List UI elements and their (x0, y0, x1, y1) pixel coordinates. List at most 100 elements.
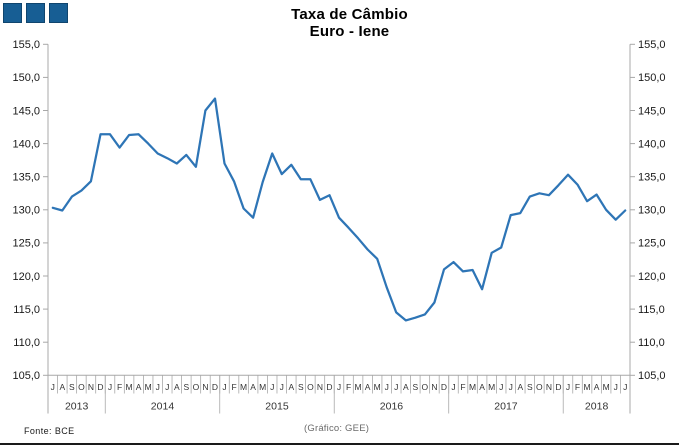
month-label: A (136, 382, 142, 392)
month-label: A (594, 382, 600, 392)
month-label: M (488, 382, 495, 392)
y-tick-label-right: 140,0 (638, 138, 666, 150)
month-label: M (374, 382, 381, 392)
month-label: N (317, 382, 323, 392)
month-label: J (385, 382, 389, 392)
month-label: D (97, 382, 103, 392)
month-label: A (288, 382, 294, 392)
month-label: J (509, 382, 513, 392)
logo (3, 3, 68, 23)
month-label: A (479, 382, 485, 392)
year-label: 2015 (265, 401, 289, 413)
month-label: A (59, 382, 65, 392)
month-label: D (441, 382, 447, 392)
month-label: S (527, 382, 533, 392)
month-label: O (307, 382, 314, 392)
month-label: N (546, 382, 552, 392)
y-tick-label-left: 120,0 (12, 271, 40, 283)
chart-title-line1: Taxa de Câmbio (291, 6, 408, 23)
chart-title: Taxa de Câmbio Euro - Iene (0, 6, 679, 40)
y-tick-label-left: 115,0 (13, 304, 40, 316)
month-label: J (499, 382, 503, 392)
year-label: 2016 (380, 401, 404, 413)
month-label: A (365, 382, 371, 392)
y-tick-label-right: 145,0 (638, 105, 666, 117)
month-label: J (337, 382, 341, 392)
month-label: O (536, 382, 543, 392)
source-label: Fonte: BCE (24, 426, 75, 436)
logo-square-3 (49, 3, 68, 23)
y-tick-label-left: 135,0 (12, 172, 40, 184)
month-label: D (555, 382, 561, 392)
credit-label: (Gráfico: GEE) (304, 423, 370, 434)
month-label: M (603, 382, 610, 392)
y-tick-label-right: 150,0 (638, 72, 666, 84)
month-label: F (460, 382, 465, 392)
month-label: F (575, 382, 580, 392)
month-label: J (623, 382, 627, 392)
month-label: M (145, 382, 152, 392)
month-label: S (184, 382, 190, 392)
month-label: A (174, 382, 180, 392)
month-label: S (298, 382, 304, 392)
y-tick-label-right: 120,0 (638, 271, 666, 283)
y-tick-label-left: 140,0 (12, 138, 40, 150)
month-label: J (108, 382, 112, 392)
month-label: J (280, 382, 284, 392)
month-label: J (165, 382, 169, 392)
month-label: J (451, 382, 455, 392)
month-label: D (326, 382, 332, 392)
month-label: M (469, 382, 476, 392)
y-tick-label-left: 150,0 (12, 72, 40, 84)
chart-title-line2: Euro - Iene (309, 23, 390, 40)
y-tick-label-left: 145,0 (12, 105, 40, 117)
month-label: O (193, 382, 200, 392)
year-label: 2014 (151, 401, 175, 413)
month-label: F (231, 382, 236, 392)
month-label: S (412, 382, 418, 392)
month-label: F (346, 382, 351, 392)
y-tick-label-right: 105,0 (638, 370, 666, 382)
logo-square-2 (26, 3, 45, 23)
month-label: J (156, 382, 160, 392)
y-tick-label-right: 125,0 (638, 238, 666, 250)
y-tick-label-left: 105,0 (12, 370, 40, 382)
year-label: 2018 (585, 401, 609, 413)
y-tick-label-right: 115,0 (638, 304, 665, 316)
month-label: M (584, 382, 591, 392)
month-label: J (394, 382, 398, 392)
month-label: A (250, 382, 256, 392)
y-tick-label-left: 125,0 (12, 238, 40, 250)
year-label: 2017 (494, 401, 518, 413)
logo-square-1 (3, 3, 22, 23)
y-tick-label-left: 110,0 (13, 337, 40, 349)
bottom-divider (0, 443, 679, 445)
month-label: N (88, 382, 94, 392)
month-label: O (422, 382, 429, 392)
month-label: N (431, 382, 437, 392)
month-label: M (240, 382, 247, 392)
data-line-eur-jpy (51, 97, 627, 322)
y-tick-label-right: 130,0 (638, 205, 666, 217)
month-label: M (126, 382, 133, 392)
y-tick-label-right: 110,0 (638, 337, 665, 349)
y-tick-label-left: 155,0 (12, 39, 40, 51)
month-label: S (69, 382, 75, 392)
month-label: M (355, 382, 362, 392)
month-label: M (259, 382, 266, 392)
y-tick-label-right: 135,0 (638, 172, 666, 184)
month-label: J (270, 382, 274, 392)
month-label: O (78, 382, 85, 392)
month-label: A (517, 382, 523, 392)
month-label: F (117, 382, 122, 392)
month-label: J (566, 382, 570, 392)
month-label: J (51, 382, 55, 392)
month-label: A (403, 382, 409, 392)
month-label: J (222, 382, 226, 392)
y-tick-label-left: 130,0 (12, 205, 40, 217)
y-tick-label-right: 155,0 (638, 39, 666, 51)
month-label: J (614, 382, 618, 392)
month-label: N (202, 382, 208, 392)
